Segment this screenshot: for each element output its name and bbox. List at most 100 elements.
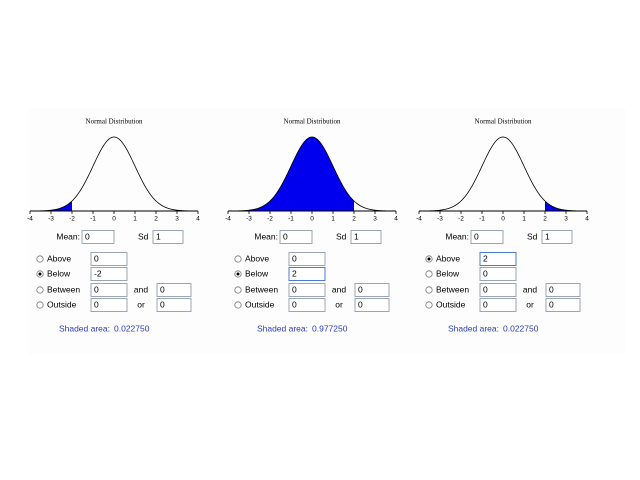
option-label: Between	[436, 284, 469, 294]
input-value: 1	[545, 231, 550, 241]
text-input[interactable]	[81, 230, 115, 244]
input-value: 0	[483, 284, 488, 294]
x-tick-label: -1	[288, 216, 294, 223]
x-tick-label: 2	[352, 216, 356, 223]
text-input[interactable]	[90, 283, 128, 297]
x-tick-label: 3	[373, 216, 377, 223]
input-value: 0	[358, 299, 363, 309]
mean-label: Mean:	[445, 231, 469, 241]
input-value: 0	[549, 284, 554, 294]
x-tick-label: -3	[246, 216, 252, 223]
text-input[interactable]	[279, 230, 313, 244]
text-input[interactable]	[90, 252, 128, 266]
text-input[interactable]	[156, 298, 192, 312]
option-label: Above	[47, 253, 71, 263]
x-tick-label: -2	[69, 216, 75, 223]
radio-button[interactable]	[36, 301, 44, 309]
option-label: Below	[436, 268, 460, 278]
radio-button[interactable]	[425, 270, 433, 278]
text-input[interactable]	[90, 267, 128, 281]
chart-title: Normal Distribution	[86, 118, 143, 126]
shaded-area: 0.022750	[503, 323, 539, 333]
shaded-area: 0.977250	[312, 323, 348, 333]
radio-dot	[236, 272, 240, 276]
radio-button[interactable]	[36, 255, 44, 263]
x-tick-label: -4	[416, 216, 422, 223]
text-input[interactable]	[479, 252, 517, 266]
text-input[interactable]	[156, 283, 192, 297]
x-tick-label: -3	[48, 216, 54, 223]
text-input[interactable]	[545, 283, 581, 297]
radio-button[interactable]	[234, 286, 242, 294]
x-tick-label: 0	[501, 216, 505, 223]
input-value: 2	[483, 253, 488, 263]
option-label: Below	[245, 268, 269, 278]
text-input[interactable]	[350, 230, 382, 244]
input-value: 0	[549, 299, 554, 309]
text-input[interactable]	[541, 230, 573, 244]
chart-title: Normal Distribution	[475, 118, 532, 126]
radio-dot	[427, 257, 431, 261]
radio-button[interactable]	[234, 301, 242, 309]
text-input[interactable]	[479, 267, 517, 281]
chart-title: Normal Distribution	[284, 118, 341, 126]
radio-dot	[38, 272, 42, 276]
text-input[interactable]	[152, 230, 184, 244]
sd-label: Sd	[527, 231, 538, 241]
x-tick-label: 1	[133, 216, 137, 223]
radio-button[interactable]	[425, 301, 433, 309]
input-value: 0	[483, 268, 488, 278]
x-tick-label: 2	[154, 216, 158, 223]
radio-button[interactable]	[36, 286, 44, 294]
text-input[interactable]	[90, 298, 128, 312]
option-label: Between	[245, 284, 278, 294]
text-input[interactable]	[479, 283, 517, 297]
x-tick-label: -4	[225, 216, 231, 223]
option-label: Below	[47, 268, 71, 278]
text-input[interactable]	[470, 230, 504, 244]
text-input[interactable]	[288, 283, 326, 297]
input-value: 0	[474, 231, 479, 241]
x-tick-label: -1	[90, 216, 96, 223]
mean-label: Mean:	[254, 231, 278, 241]
joiner-label: and	[134, 284, 148, 294]
option-label: Between	[47, 284, 80, 294]
input-value: -2	[94, 268, 102, 278]
x-tick-label: 3	[175, 216, 179, 223]
text-input[interactable]	[288, 252, 326, 266]
text-input[interactable]	[288, 298, 326, 312]
x-tick-label: -2	[267, 216, 273, 223]
text-input[interactable]	[354, 298, 390, 312]
joiner-label: and	[332, 284, 346, 294]
radio-button[interactable]	[425, 286, 433, 294]
text-input[interactable]	[354, 283, 390, 297]
x-tick-label: 4	[196, 216, 200, 223]
sd-label: Sd	[138, 231, 149, 241]
density-curve	[29, 136, 199, 212]
x-tick-label: 1	[522, 216, 526, 223]
shaded-region	[30, 200, 72, 211]
shaded-label: Shaded area:	[448, 323, 499, 333]
density-curve	[227, 136, 397, 212]
option-label: Outside	[436, 299, 466, 309]
text-input[interactable]	[545, 298, 581, 312]
input-value: 0	[160, 284, 165, 294]
shaded-region	[228, 137, 354, 211]
radio-button[interactable]	[234, 255, 242, 263]
applet-area	[28, 108, 626, 354]
input-value: 0	[292, 299, 297, 309]
shaded-area: 0.022750	[114, 323, 150, 333]
x-tick-label: 0	[310, 216, 314, 223]
x-tick-label: 4	[394, 216, 398, 223]
x-tick-label: -1	[479, 216, 485, 223]
text-input[interactable]	[479, 298, 517, 312]
input-value: 0	[483, 299, 488, 309]
x-tick-label: 3	[564, 216, 568, 223]
input-value: 2	[292, 268, 297, 278]
joiner-label: or	[335, 299, 343, 309]
text-input[interactable]	[288, 267, 326, 281]
option-label: Outside	[245, 299, 275, 309]
shaded-label: Shaded area:	[257, 323, 308, 333]
mean-label: Mean:	[56, 231, 80, 241]
